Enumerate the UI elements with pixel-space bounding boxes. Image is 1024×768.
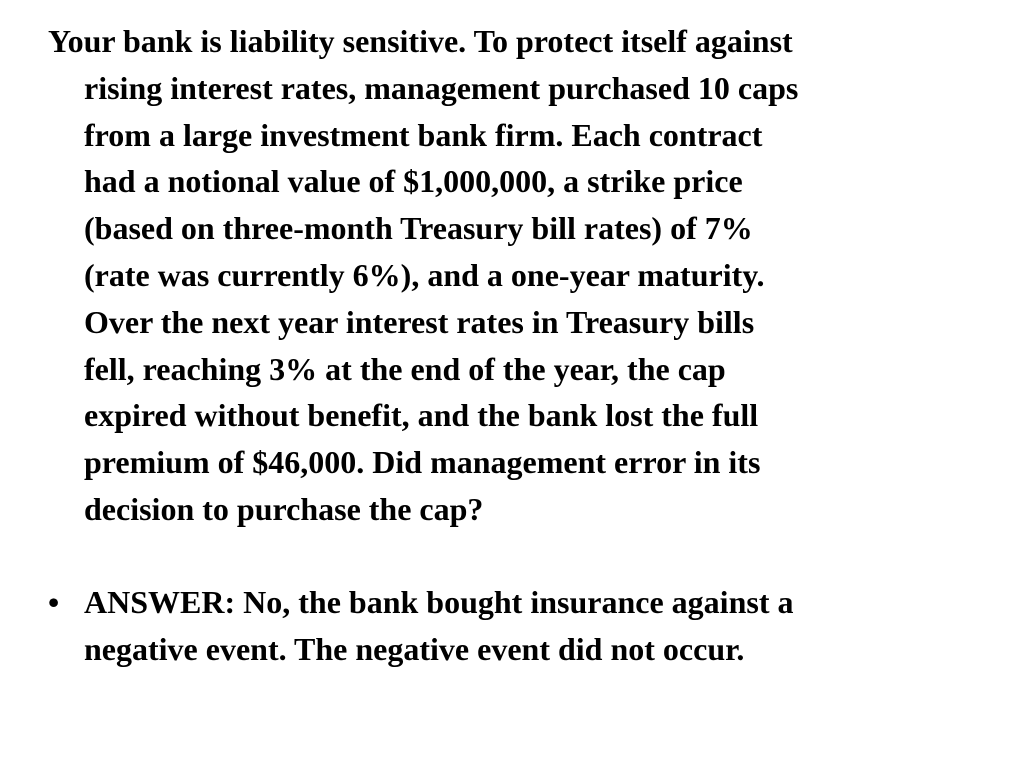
answer-line: ANSWER: No, the bank bought insurance ag… <box>84 584 794 620</box>
question-line: (rate was currently 6%), and a one-year … <box>84 256 765 293</box>
question-line: Over the next year interest rates in Tre… <box>84 303 755 340</box>
question-line: from a large investment bank firm. Each … <box>84 116 763 153</box>
question-line: premium of $46,000. Did management error… <box>84 444 761 481</box>
answer-bullet-item: • ANSWER: No, the bank bought insurance … <box>48 579 1008 673</box>
question-line: Your bank is liability sensitive. To pro… <box>48 23 793 59</box>
question-line: (based on three-month Treasury bill rate… <box>84 210 753 247</box>
question-line: had a notional value of $1,000,000, a st… <box>84 163 743 200</box>
question-paragraph: Your bank is liability sensitive. To pro… <box>48 18 1008 533</box>
bullet-icon: • <box>48 584 60 620</box>
answer-line: negative event. The negative event did n… <box>84 630 745 667</box>
question-line: fell, reaching 3% at the end of the year… <box>84 350 726 387</box>
question-line: rising interest rates, management purcha… <box>84 69 799 106</box>
question-line: decision to purchase the cap? <box>84 490 484 527</box>
question-line: expired without benefit, and the bank lo… <box>84 397 759 434</box>
